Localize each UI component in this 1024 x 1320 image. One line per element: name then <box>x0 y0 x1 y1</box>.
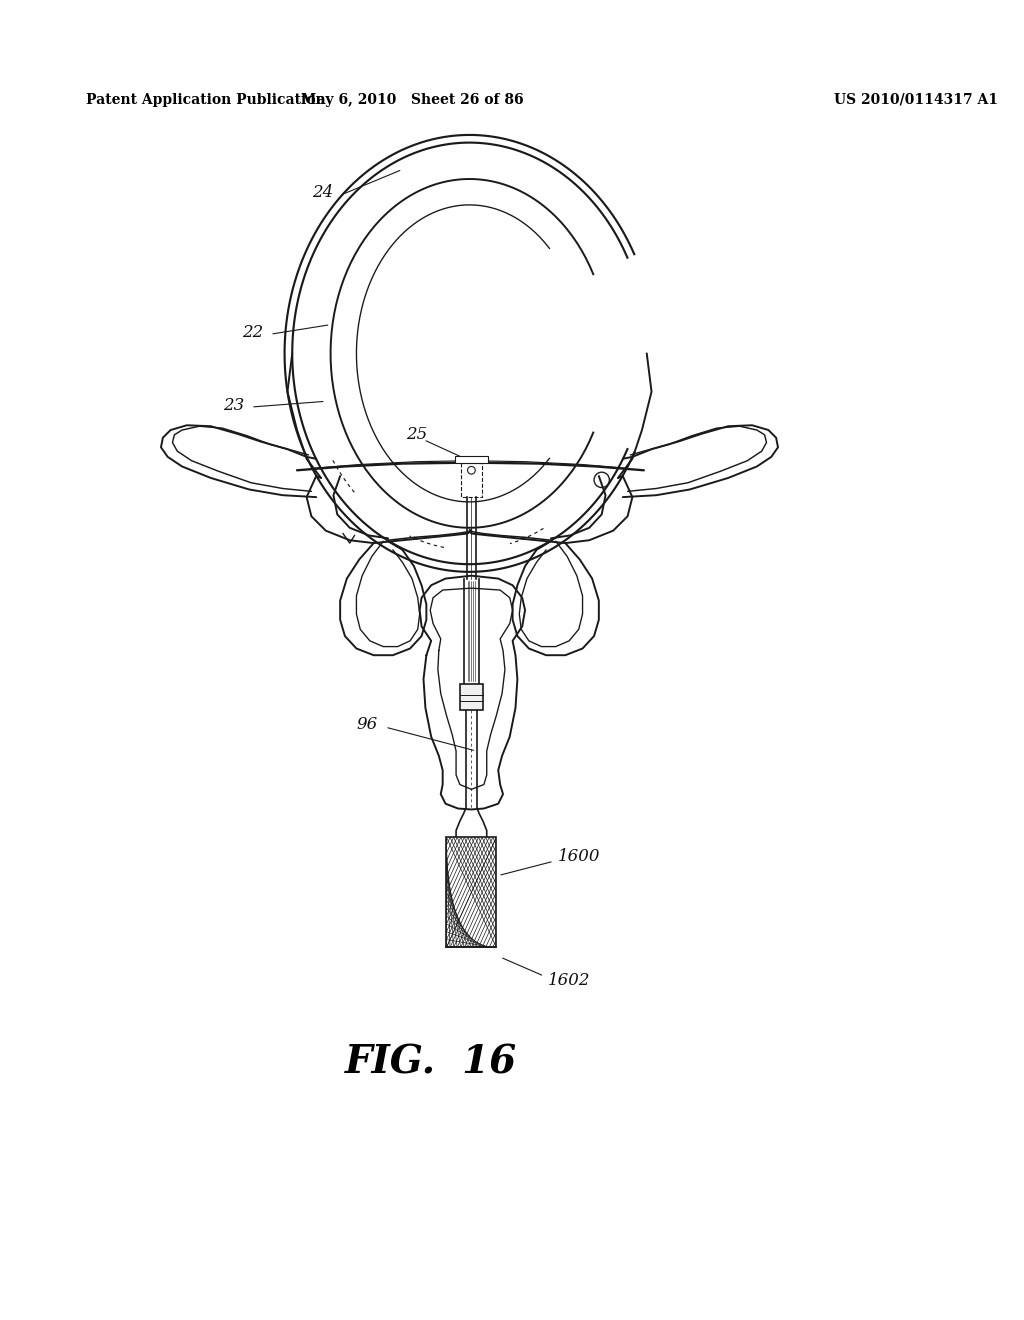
Text: FIG.  16: FIG. 16 <box>345 1043 517 1081</box>
Bar <box>455 455 487 462</box>
Text: US 2010/0114317 A1: US 2010/0114317 A1 <box>834 92 997 107</box>
Bar <box>461 462 482 498</box>
Text: 96: 96 <box>356 715 378 733</box>
Text: 24: 24 <box>312 183 334 201</box>
Bar <box>460 684 483 710</box>
Bar <box>446 837 497 948</box>
Text: 1602: 1602 <box>548 972 591 989</box>
Text: May 6, 2010   Sheet 26 of 86: May 6, 2010 Sheet 26 of 86 <box>301 92 523 107</box>
Text: 22: 22 <box>243 323 263 341</box>
Text: Patent Application Publication: Patent Application Publication <box>86 92 326 107</box>
Text: 25: 25 <box>407 426 427 444</box>
Text: 23: 23 <box>223 396 245 413</box>
Text: 1600: 1600 <box>558 847 600 865</box>
